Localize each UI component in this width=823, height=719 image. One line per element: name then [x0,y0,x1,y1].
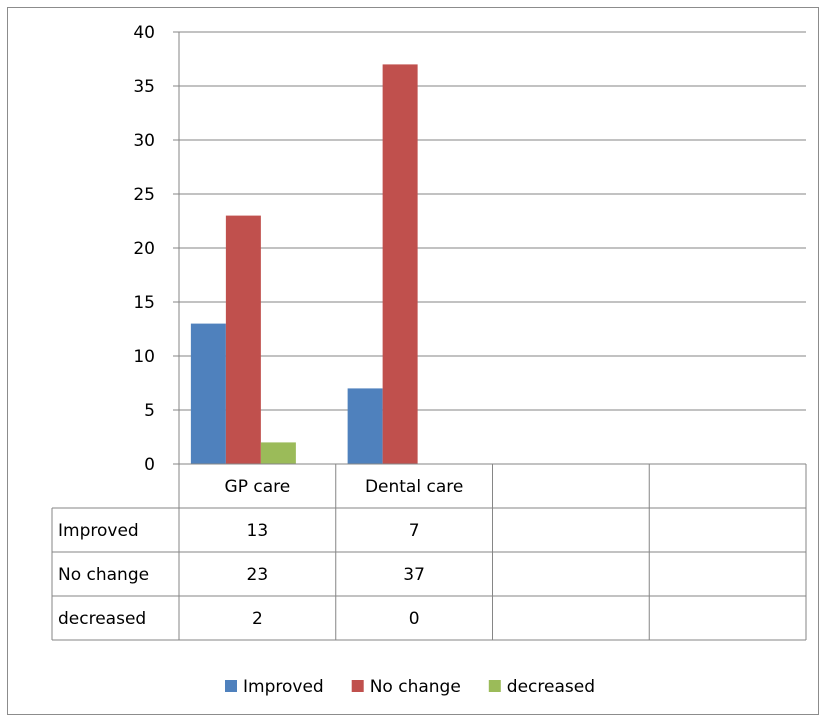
table-value-decreased-dental-care: 0 [409,609,420,629]
y-tick-label-20: 20 [133,239,155,259]
legend-label-no-change: No change [370,677,461,697]
legend-swatch-decreased [488,680,501,692]
table-row-label-improved: Improved [58,521,139,541]
bar-no-change-dental-care [382,64,418,465]
legend-swatch-improved [225,680,237,692]
y-tick-label-40: 40 [133,23,155,43]
bar-decreased-gp-care [260,442,296,464]
gridlines [179,31,806,411]
table-value-no-change-dental-care: 37 [403,565,425,585]
table-row-label-decreased: decreased [58,609,146,629]
x-category-label-gp-care: GP care [225,477,291,497]
table-value-decreased-gp-care: 2 [252,609,263,629]
y-tick-label-15: 15 [133,293,155,313]
bar-improved-dental-care [347,388,383,464]
y-tick-label-25: 25 [133,185,155,205]
bar-improved-gp-care [190,323,226,464]
legend-swatch-no-change [351,680,364,692]
bars [190,64,418,465]
table-row-label-no-change: No change [58,565,149,585]
table-value-no-change-gp-care: 23 [247,565,269,585]
y-tick-label-10: 10 [133,347,155,367]
legend: Improved No change decreased [225,677,595,697]
y-tick-label-35: 35 [133,77,155,97]
y-tick-label-0: 0 [144,455,155,475]
table-value-improved-dental-care: 7 [409,521,420,541]
y-axis: 0 5 10 15 20 25 30 35 40 [133,23,180,475]
table-value-improved-gp-care: 13 [247,521,269,541]
y-tick-label-5: 5 [144,401,155,421]
x-category-label-dental-care: Dental care [365,477,463,497]
legend-label-decreased: decreased [507,677,595,697]
legend-label-improved: Improved [243,677,324,697]
chart-frame [7,7,819,715]
bar-no-change-gp-care [225,215,261,464]
y-tick-label-30: 30 [133,131,155,151]
